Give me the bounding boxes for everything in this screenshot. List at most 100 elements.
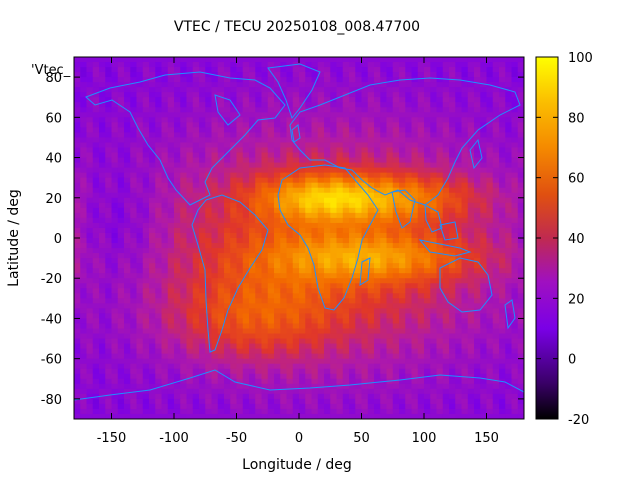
heatmap-cell xyxy=(274,258,281,264)
heatmap-cell xyxy=(267,187,275,194)
heatmap-cell xyxy=(436,378,444,385)
heatmap-cell xyxy=(149,403,156,410)
heatmap-cell xyxy=(161,403,169,410)
heatmap-cell xyxy=(361,248,369,254)
heatmap-cell xyxy=(292,132,300,139)
heatmap-cell xyxy=(267,353,275,360)
heatmap-cell xyxy=(474,268,481,274)
heatmap-cell xyxy=(186,328,194,335)
heatmap-cell xyxy=(449,57,456,63)
heatmap-cell xyxy=(305,72,313,78)
heatmap-cell xyxy=(374,278,381,284)
heatmap-cell xyxy=(417,212,425,219)
heatmap-cell xyxy=(374,298,381,304)
heatmap-cell xyxy=(424,207,431,214)
heatmap-cell xyxy=(286,147,294,154)
heatmap-cell xyxy=(80,222,88,229)
heatmap-cell xyxy=(292,288,300,294)
heatmap-cell xyxy=(161,227,169,234)
heatmap-cell xyxy=(349,373,356,380)
heatmap-cell xyxy=(124,313,131,320)
heatmap-cell xyxy=(236,298,244,304)
heatmap-cell xyxy=(255,122,263,128)
heatmap-cell xyxy=(486,383,494,390)
heatmap-cell xyxy=(186,318,194,325)
heatmap-cell xyxy=(155,388,163,395)
heatmap-cell xyxy=(192,192,200,199)
heatmap-cell xyxy=(505,338,513,345)
heatmap-cell xyxy=(111,117,119,123)
heatmap-cell xyxy=(280,137,288,144)
heatmap-cell xyxy=(267,107,275,113)
heatmap-cell xyxy=(399,177,406,184)
heatmap-cell xyxy=(292,77,300,83)
heatmap-cell xyxy=(455,102,463,108)
heatmap-cell xyxy=(186,187,194,194)
heatmap-cell xyxy=(117,172,125,179)
heatmap-cell xyxy=(149,67,156,73)
heatmap-cell xyxy=(517,368,524,375)
heatmap-cell xyxy=(486,152,494,159)
heatmap-cell xyxy=(399,152,406,159)
heatmap-cell xyxy=(92,353,100,360)
heatmap-cell xyxy=(217,238,225,244)
heatmap-cell xyxy=(211,217,219,224)
heatmap-cell xyxy=(155,82,163,88)
heatmap-cell xyxy=(124,192,131,199)
heatmap-cell xyxy=(480,348,488,355)
heatmap-cell xyxy=(217,232,225,239)
heatmap-cell xyxy=(255,182,263,189)
heatmap-cell xyxy=(249,293,256,299)
heatmap-cell xyxy=(436,303,444,309)
heatmap-cell xyxy=(199,67,206,73)
heatmap-cell xyxy=(486,238,494,244)
heatmap-cell xyxy=(336,67,344,73)
heatmap-cell xyxy=(105,122,113,128)
heatmap-cell xyxy=(280,268,288,274)
heatmap-cell xyxy=(342,388,350,395)
heatmap-cell xyxy=(299,72,306,78)
heatmap-cell xyxy=(242,147,250,154)
heatmap-cell xyxy=(511,378,519,385)
heatmap-cell xyxy=(136,248,144,254)
heatmap-cell xyxy=(405,132,413,139)
heatmap-cell xyxy=(424,112,431,118)
heatmap-cell xyxy=(161,273,169,279)
heatmap-cell xyxy=(280,303,288,309)
heatmap-cell xyxy=(236,353,244,360)
heatmap-cell xyxy=(311,263,319,269)
heatmap-cell xyxy=(411,238,419,244)
heatmap-cell xyxy=(449,117,456,123)
heatmap-cell xyxy=(292,112,300,118)
heatmap-cell xyxy=(499,87,506,93)
heatmap-cell xyxy=(92,197,100,204)
heatmap-cell xyxy=(224,238,231,244)
heatmap-cell xyxy=(142,127,150,134)
heatmap-cell xyxy=(449,323,456,330)
heatmap-cell xyxy=(330,398,338,405)
heatmap-cell xyxy=(499,72,506,78)
heatmap-cell xyxy=(336,368,344,375)
heatmap-cell xyxy=(330,393,338,400)
heatmap-cell xyxy=(117,227,125,234)
heatmap-cell xyxy=(480,107,488,113)
heatmap-cell xyxy=(386,232,394,239)
heatmap-cell xyxy=(111,122,119,128)
heatmap-cell xyxy=(124,57,131,63)
heatmap-cell xyxy=(217,268,225,274)
heatmap-cell xyxy=(486,177,494,184)
heatmap-cell xyxy=(311,338,319,345)
heatmap-cell xyxy=(480,248,488,254)
heatmap-cell xyxy=(405,378,413,385)
heatmap-cell xyxy=(411,243,419,249)
heatmap-cell xyxy=(111,393,119,400)
heatmap-cell xyxy=(392,278,400,284)
heatmap-cell xyxy=(167,378,175,385)
heatmap-cell xyxy=(186,398,194,405)
heatmap-cell xyxy=(86,202,94,209)
heatmap-cell xyxy=(467,388,475,395)
heatmap-cell xyxy=(424,132,431,139)
heatmap-cell xyxy=(311,248,319,254)
heatmap-cell xyxy=(149,338,156,345)
heatmap-cell xyxy=(286,92,294,98)
